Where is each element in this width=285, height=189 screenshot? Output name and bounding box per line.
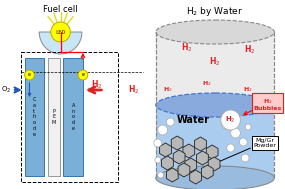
Bar (21, 52, 118, 182)
Circle shape (158, 172, 164, 178)
Polygon shape (183, 144, 195, 158)
Text: H$_2$: H$_2$ (91, 79, 102, 91)
Text: e: e (82, 73, 84, 77)
Text: H$_2$: H$_2$ (181, 42, 193, 54)
Text: Water: Water (177, 115, 210, 125)
Text: H$_2$: H$_2$ (243, 86, 253, 94)
Circle shape (245, 124, 251, 130)
Text: H$_2$: H$_2$ (244, 44, 256, 56)
Polygon shape (201, 165, 213, 179)
Bar (64, 58, 83, 176)
Ellipse shape (156, 166, 274, 189)
Circle shape (154, 139, 162, 147)
Polygon shape (206, 145, 218, 159)
Text: A
n
o
d
e: A n o d e (72, 103, 75, 131)
Text: H$_2$: H$_2$ (201, 80, 211, 88)
Text: C
a
t
h
o
d
e: C a t h o d e (33, 97, 36, 137)
Circle shape (78, 70, 88, 80)
Text: P
E
M: P E M (52, 109, 56, 125)
Bar (48, 58, 60, 176)
Text: H$_2$: H$_2$ (163, 86, 172, 94)
Circle shape (222, 121, 230, 129)
Polygon shape (208, 157, 220, 171)
Circle shape (227, 144, 235, 152)
Bar (156, 105, 274, 178)
Polygon shape (197, 151, 208, 165)
Ellipse shape (156, 93, 274, 117)
Text: O$_2$: O$_2$ (1, 85, 11, 95)
Circle shape (166, 118, 174, 126)
Polygon shape (160, 143, 171, 157)
Text: Mg/Gr
Powder: Mg/Gr Powder (253, 138, 276, 148)
Circle shape (231, 128, 240, 138)
Text: H$_2$ by Water: H$_2$ by Water (186, 5, 244, 18)
Circle shape (239, 138, 247, 146)
Polygon shape (190, 170, 201, 184)
Ellipse shape (156, 20, 274, 44)
Text: e: e (28, 73, 31, 77)
Circle shape (221, 110, 240, 130)
Text: H$_2$: H$_2$ (128, 84, 139, 96)
Polygon shape (185, 158, 197, 172)
Polygon shape (178, 163, 190, 177)
Circle shape (25, 70, 34, 80)
Bar (25, 58, 44, 176)
Polygon shape (171, 136, 183, 150)
Polygon shape (195, 137, 206, 151)
Circle shape (51, 22, 70, 42)
Text: H$_2$: H$_2$ (209, 56, 221, 68)
Text: H$_2$: H$_2$ (225, 115, 236, 125)
Polygon shape (166, 168, 178, 182)
Bar (156, 32, 274, 178)
Polygon shape (162, 156, 173, 170)
Circle shape (155, 157, 161, 163)
Text: H$_2$
Bubbles: H$_2$ Bubbles (253, 97, 282, 111)
Polygon shape (173, 150, 185, 164)
Wedge shape (39, 32, 82, 54)
Circle shape (241, 154, 249, 162)
Text: Fuel cell: Fuel cell (43, 5, 78, 14)
Text: LED: LED (55, 29, 66, 35)
Circle shape (158, 125, 168, 135)
